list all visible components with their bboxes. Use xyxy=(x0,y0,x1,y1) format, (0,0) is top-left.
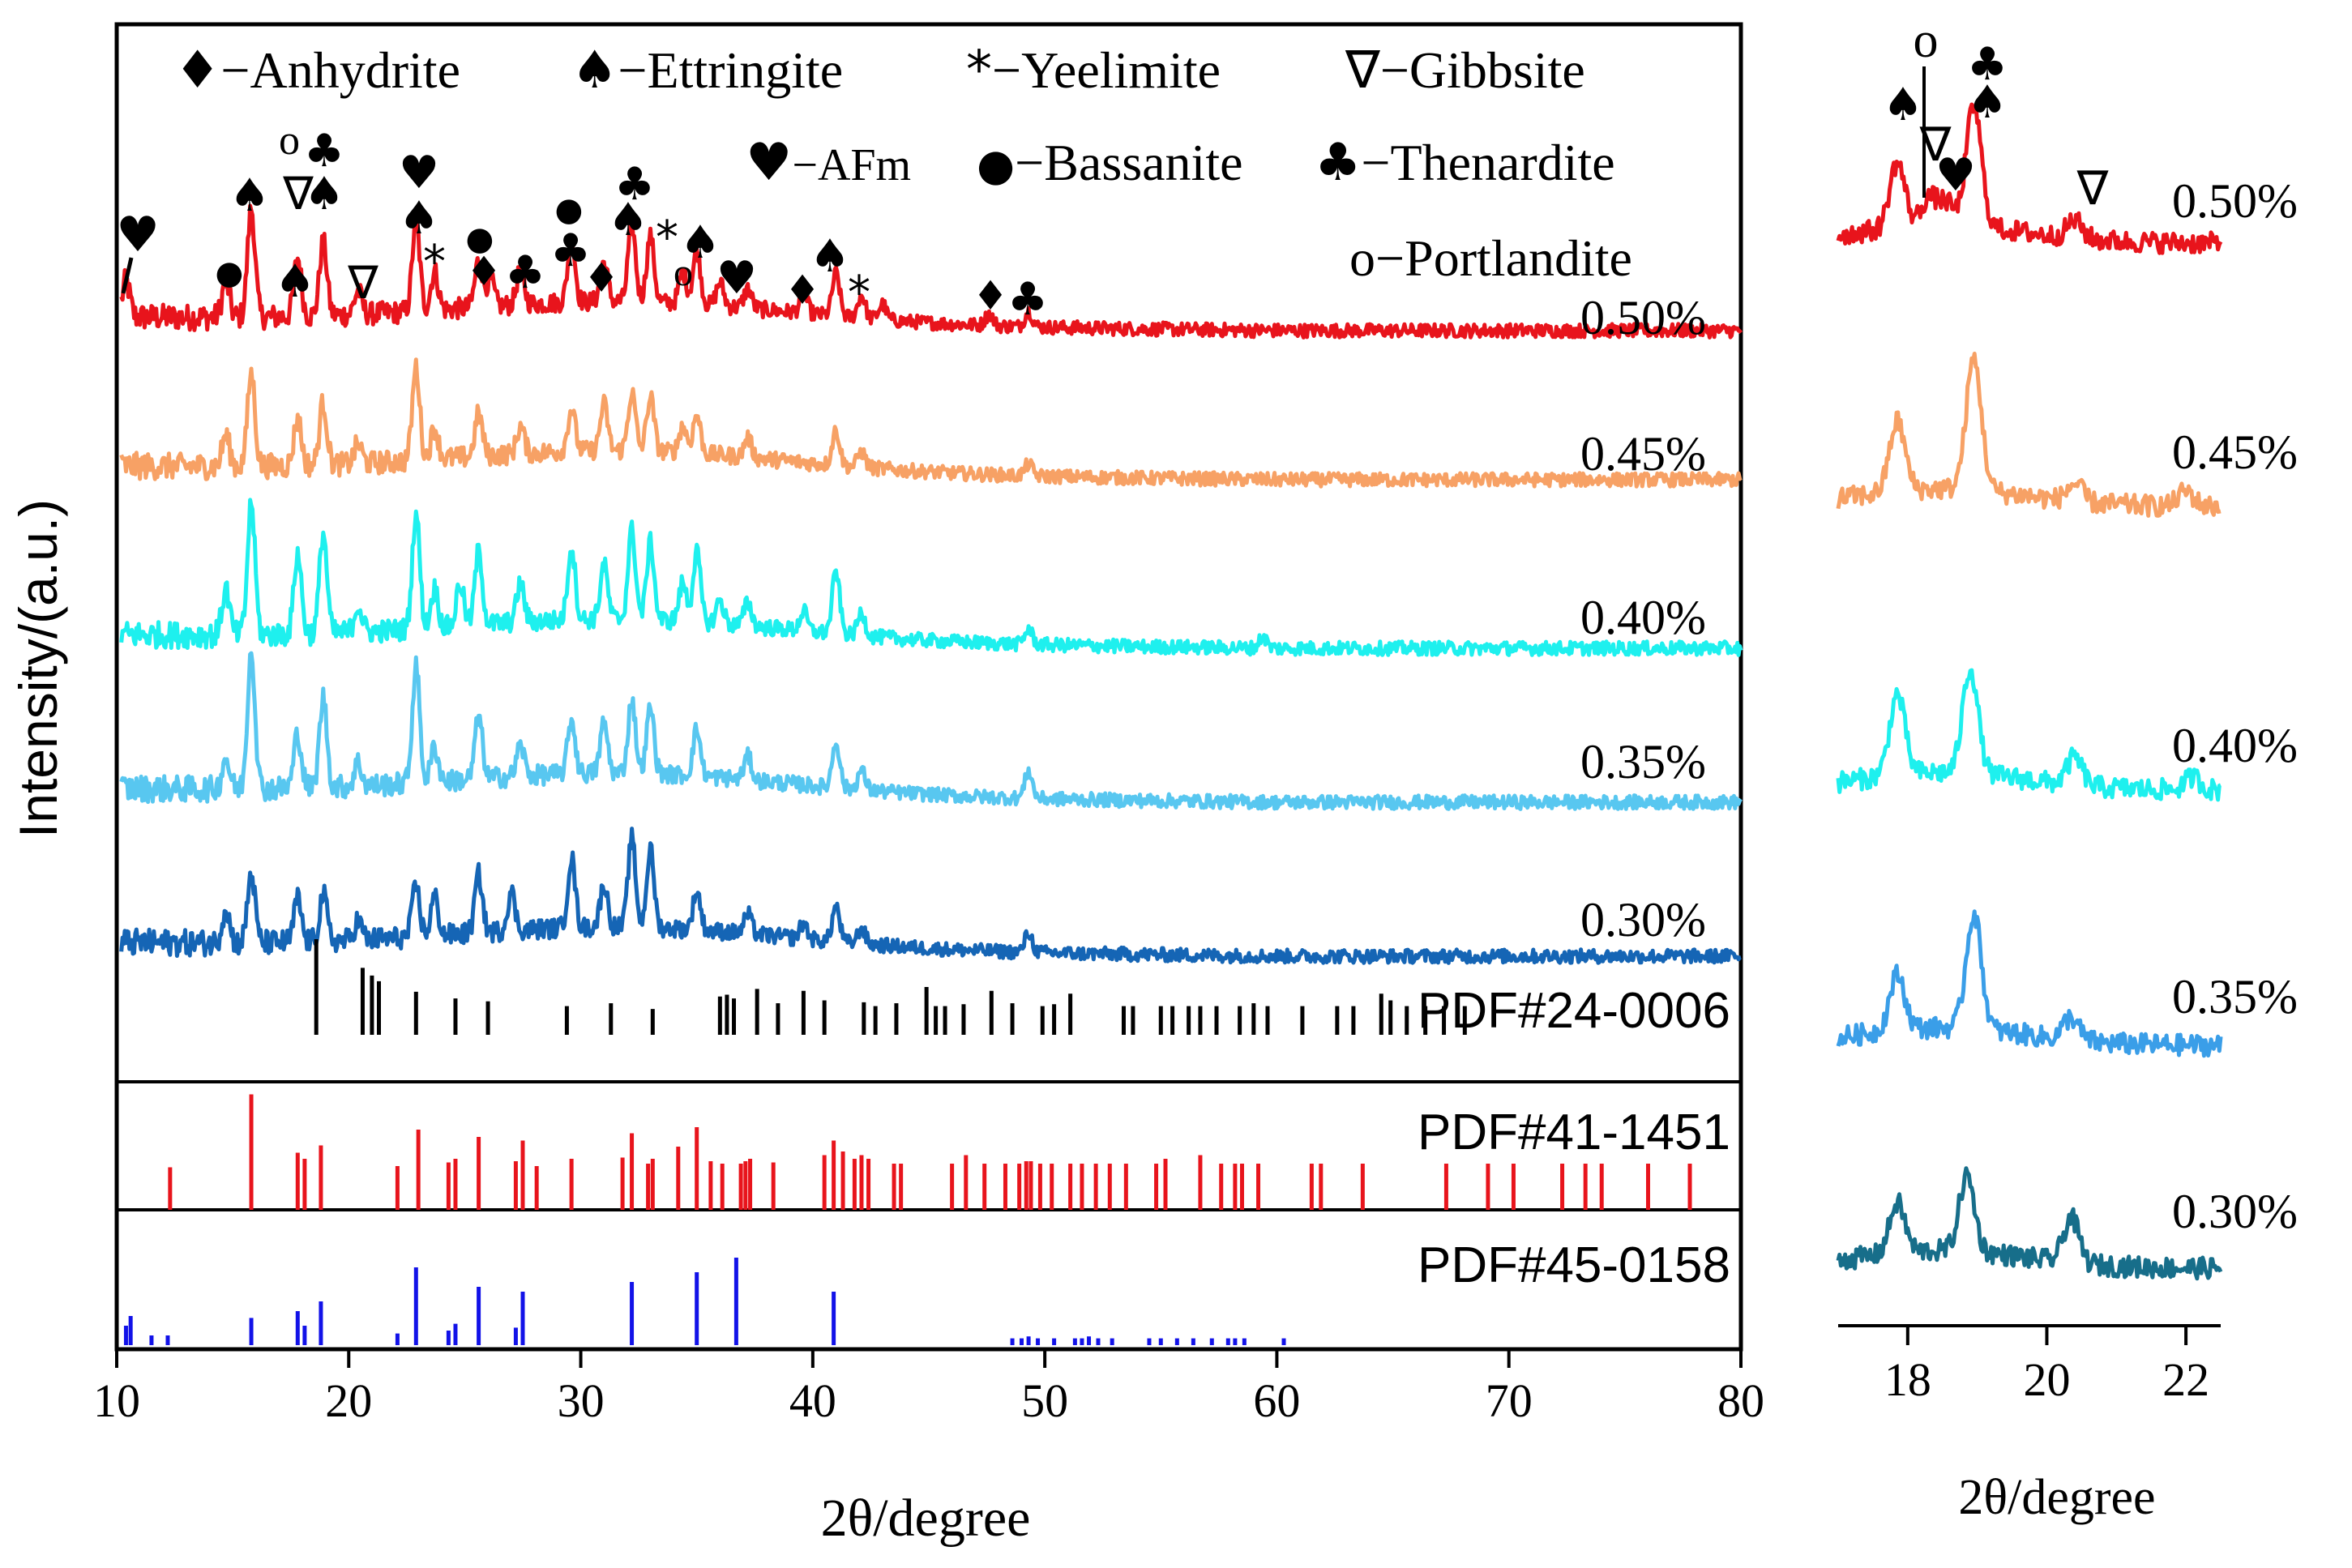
ref-label-45-0158: PDF#45-0158 xyxy=(1418,1237,1730,1293)
inset-marker-gibbsite: ∇ xyxy=(2076,160,2109,216)
legend-afm: ♥−AFm xyxy=(746,133,911,193)
marker-thenardite: ♣ xyxy=(505,246,545,299)
inset-x-axis-label: 2θ/degree xyxy=(1958,1470,2155,1525)
main-series-group xyxy=(119,203,1743,965)
label-0.45: 0.45% xyxy=(1580,427,1706,481)
inset-marker-thenardite: ♣ xyxy=(1967,38,2008,91)
marker-ettringite: ♠ xyxy=(680,216,721,269)
marker-bassanite: ● xyxy=(555,191,584,229)
legend-yeelimite: *−Yeelimite xyxy=(966,41,1221,100)
marker-afm: ♥ xyxy=(116,207,160,263)
pattern-0.35% xyxy=(119,651,1743,811)
marker-thenardite: ♣ xyxy=(550,224,591,277)
marker-portlandite: o xyxy=(279,117,300,164)
main-x-axis-label: 2θ/degree xyxy=(821,1489,1031,1548)
inset-marker-ettringite: ♠ xyxy=(1967,76,2008,129)
inset-phase-markers: o ♠ ∇ ♥ ♣ ♠ ∇ xyxy=(1883,13,2109,216)
label-0.40: 0.40% xyxy=(1580,591,1706,644)
marker-anhydrite: ♦ xyxy=(785,267,821,314)
inset-pattern-0.40% xyxy=(1836,668,2222,802)
inset-marker-ettringite: ♠ xyxy=(1883,79,1923,131)
label-0.30: 0.30% xyxy=(1580,893,1706,946)
marker-afm: ♥ xyxy=(399,147,439,199)
x-tick-label: 80 xyxy=(1717,1374,1764,1427)
y-axis-label: Intensity/(a.u.) xyxy=(8,499,68,838)
inset-label-0.40: 0.40% xyxy=(2172,719,2298,772)
pattern-0.45% xyxy=(119,357,1743,489)
ref-label-24-0006: PDF#24-0006 xyxy=(1418,983,1730,1039)
marker-anhydrite: ♦ xyxy=(466,248,502,295)
marker-ettringite: ♠ xyxy=(275,255,315,308)
phase-markers: ♥ ● ♠ ♠ ∇ ♠ ♣ o ∇ ♠ ♥ * ● ♦ ♣ ● ♣ ♦ ♣ ♠ … xyxy=(116,117,1048,326)
legend-gibbsite: ∇−Gibbsite xyxy=(1345,41,1585,100)
inset-marker-portlandite: o xyxy=(1914,13,1939,68)
inset-pattern-0.50% xyxy=(1836,102,2223,255)
marker-ettringite: ♠ xyxy=(304,168,344,220)
legend-portlandite: o−Portlandite xyxy=(1349,229,1632,287)
marker-yeelimite: * xyxy=(423,236,446,288)
inset-marker-afm: ♥ xyxy=(1935,149,1976,202)
legend-ettringite: ♠−Ettringite xyxy=(571,41,843,100)
inset-pattern-0.30% xyxy=(1836,1166,2223,1281)
marker-ettringite: ♠ xyxy=(608,194,648,246)
marker-ettringite: ♠ xyxy=(399,192,439,245)
marker-anhydrite: ♦ xyxy=(584,254,620,301)
main-x-ticks: 10 20 30 40 50 60 70 80 xyxy=(93,1349,1764,1427)
inset-x-tick-label: 18 xyxy=(1884,1353,1931,1406)
marker-yeelimite: * xyxy=(848,267,870,319)
pattern-0.50% xyxy=(119,203,1743,340)
inset-pattern-0.35% xyxy=(1836,909,2223,1058)
marker-afm: ♥ xyxy=(716,252,757,305)
legend-anhydrite: ♦−Anhydrite xyxy=(174,41,460,100)
inset-x-tick-label: 20 xyxy=(2023,1353,2070,1406)
x-tick-label: 10 xyxy=(93,1374,140,1427)
x-tick-label: 50 xyxy=(1021,1374,1068,1427)
phase-legend: ♦−Anhydrite ♠−Ettringite *−Yeelimite ∇−G… xyxy=(174,41,1632,287)
marker-ettringite: ♠ xyxy=(810,230,850,283)
pattern-0.40% xyxy=(119,498,1743,657)
inset-pattern-0.45% xyxy=(1836,352,2222,518)
marker-bassanite: ● xyxy=(216,254,244,292)
inset-x-ticks: 18 20 22 xyxy=(1884,1326,2209,1406)
x-tick-label: 30 xyxy=(558,1374,605,1427)
inset-label-0.50: 0.50% xyxy=(2172,174,2298,228)
x-tick-label: 20 xyxy=(325,1374,372,1427)
label-0.35: 0.35% xyxy=(1580,735,1706,788)
x-tick-label: 70 xyxy=(1486,1374,1533,1427)
reference-sticks-group xyxy=(123,939,1692,1345)
pattern-0.30% xyxy=(119,827,1743,965)
marker-ettringite: ♠ xyxy=(229,169,270,222)
label-0.50: 0.50% xyxy=(1580,291,1706,344)
marker-gibbsite: ∇ xyxy=(347,257,378,310)
inset-label-0.35: 0.35% xyxy=(2172,970,2298,1023)
legend-bassanite: ●−Bassanite xyxy=(977,134,1243,191)
inset-label-0.30: 0.30% xyxy=(2172,1185,2298,1238)
inset-x-tick-label: 22 xyxy=(2162,1353,2209,1406)
afm-pointer-line xyxy=(121,257,134,294)
ref-label-41-1451: PDF#41-1451 xyxy=(1418,1104,1730,1160)
main-plot-frame xyxy=(114,22,1743,1352)
marker-thenardite: ♣ xyxy=(1007,273,1048,326)
legend-thenardite: ♣−Thenardite xyxy=(1315,133,1615,193)
x-tick-label: 40 xyxy=(789,1374,836,1427)
marker-portlandite: o xyxy=(674,251,693,294)
marker-bassanite: ● xyxy=(466,220,494,258)
x-tick-label: 60 xyxy=(1253,1374,1300,1427)
marker-gibbsite: ∇ xyxy=(282,168,314,220)
inset-label-0.45: 0.45% xyxy=(2172,425,2298,479)
marker-yeelimite: * xyxy=(656,211,678,264)
marker-anhydrite: ♦ xyxy=(973,272,1009,319)
marker-thenardite: ♣ xyxy=(614,158,655,211)
inset-series-group xyxy=(1836,102,2223,1281)
marker-thenardite: ♣ xyxy=(304,125,344,177)
